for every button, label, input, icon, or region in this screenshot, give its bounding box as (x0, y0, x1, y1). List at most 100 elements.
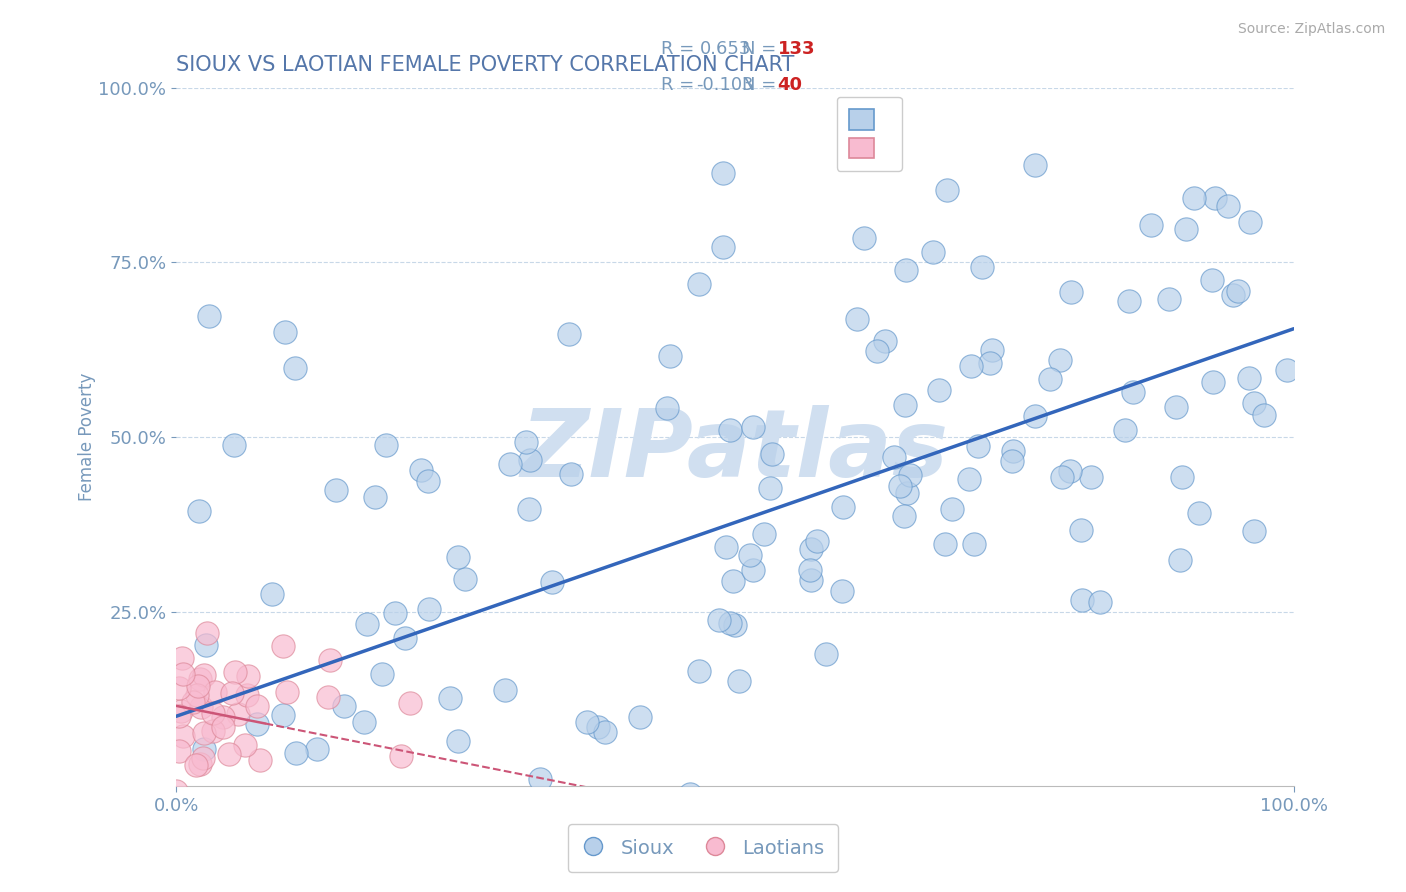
Point (1114, 423, 1136, 437)
Point (418, 602, 440, 616)
Point (188, 504, 211, 518)
Point (894, 398, 917, 412)
Point (960, 359, 983, 373)
Point (1201, 273, 1223, 287)
Point (711, 240, 734, 254)
Point (685, 793, 707, 807)
Point (447, 549, 470, 564)
Point (375, 438, 398, 452)
Point (893, 508, 915, 523)
Point (409, 463, 432, 477)
Point (285, 746, 308, 760)
Point (728, 673, 751, 688)
Point (517, 501, 540, 516)
Point (174, 793, 197, 807)
Point (540, 575, 562, 590)
Point (1166, 401, 1188, 415)
Point (1222, 287, 1244, 301)
Point (356, 617, 378, 632)
Point (1118, 294, 1140, 309)
Point (398, 697, 420, 711)
Point (718, 424, 741, 438)
Point (274, 325, 297, 339)
Point (418, 474, 440, 488)
Point (1001, 454, 1024, 468)
Point (169, 744, 191, 758)
Text: N =: N = (742, 76, 776, 94)
Point (800, 573, 823, 587)
Point (195, 625, 218, 640)
Point (370, 666, 392, 681)
Text: 0.653: 0.653 (700, 40, 752, 58)
Point (628, 710, 651, 724)
Point (169, 681, 191, 695)
Text: ZIPatlas: ZIPatlas (520, 405, 949, 497)
Point (353, 715, 375, 730)
Point (224, 438, 246, 452)
Point (1024, 158, 1046, 172)
Point (519, 453, 541, 467)
Point (866, 344, 889, 359)
Point (831, 584, 853, 599)
Point (186, 814, 208, 828)
Point (723, 574, 745, 588)
Point (246, 698, 269, 713)
Point (831, 500, 853, 515)
Point (1239, 215, 1261, 229)
Point (1204, 191, 1226, 205)
Point (186, 689, 208, 703)
Point (273, 708, 295, 723)
Point (499, 457, 522, 471)
Text: 40: 40 (778, 76, 803, 94)
Point (711, 166, 734, 180)
Point (191, 750, 214, 764)
Point (921, 244, 943, 259)
Point (212, 793, 235, 807)
Point (193, 742, 215, 756)
Point (761, 446, 783, 460)
Point (1218, 199, 1240, 213)
Point (724, 617, 747, 632)
Point (1070, 593, 1092, 607)
Point (970, 260, 993, 274)
Point (195, 638, 218, 652)
Point (1024, 409, 1046, 423)
Point (894, 263, 917, 277)
Text: R =: R = (661, 40, 695, 58)
Point (659, 349, 682, 363)
Point (759, 481, 782, 495)
Point (333, 699, 356, 714)
Point (447, 734, 470, 748)
Point (586, 720, 609, 734)
Point (454, 572, 477, 586)
Y-axis label: Female Poverty: Female Poverty (79, 373, 96, 501)
Point (1243, 524, 1265, 538)
Point (889, 479, 911, 493)
Point (754, 527, 776, 541)
Point (1168, 552, 1191, 566)
Point (967, 439, 990, 453)
Point (316, 690, 339, 705)
Text: R =: R = (661, 76, 695, 94)
Point (593, 724, 616, 739)
Point (898, 467, 921, 482)
Point (1171, 470, 1194, 484)
Point (190, 700, 212, 714)
Point (460, 793, 482, 807)
Point (714, 540, 737, 554)
Point (276, 684, 298, 698)
Point (246, 717, 269, 731)
Point (741, 420, 763, 434)
Point (170, 704, 193, 718)
Point (741, 563, 763, 577)
Point (1059, 464, 1081, 478)
Point (172, 667, 194, 681)
Text: 133: 133 (778, 40, 815, 58)
Point (212, 720, 235, 734)
Point (560, 467, 582, 482)
Point (249, 753, 271, 767)
Point (718, 616, 741, 631)
Point (262, 587, 284, 601)
Point (439, 691, 461, 706)
Point (575, 714, 598, 729)
